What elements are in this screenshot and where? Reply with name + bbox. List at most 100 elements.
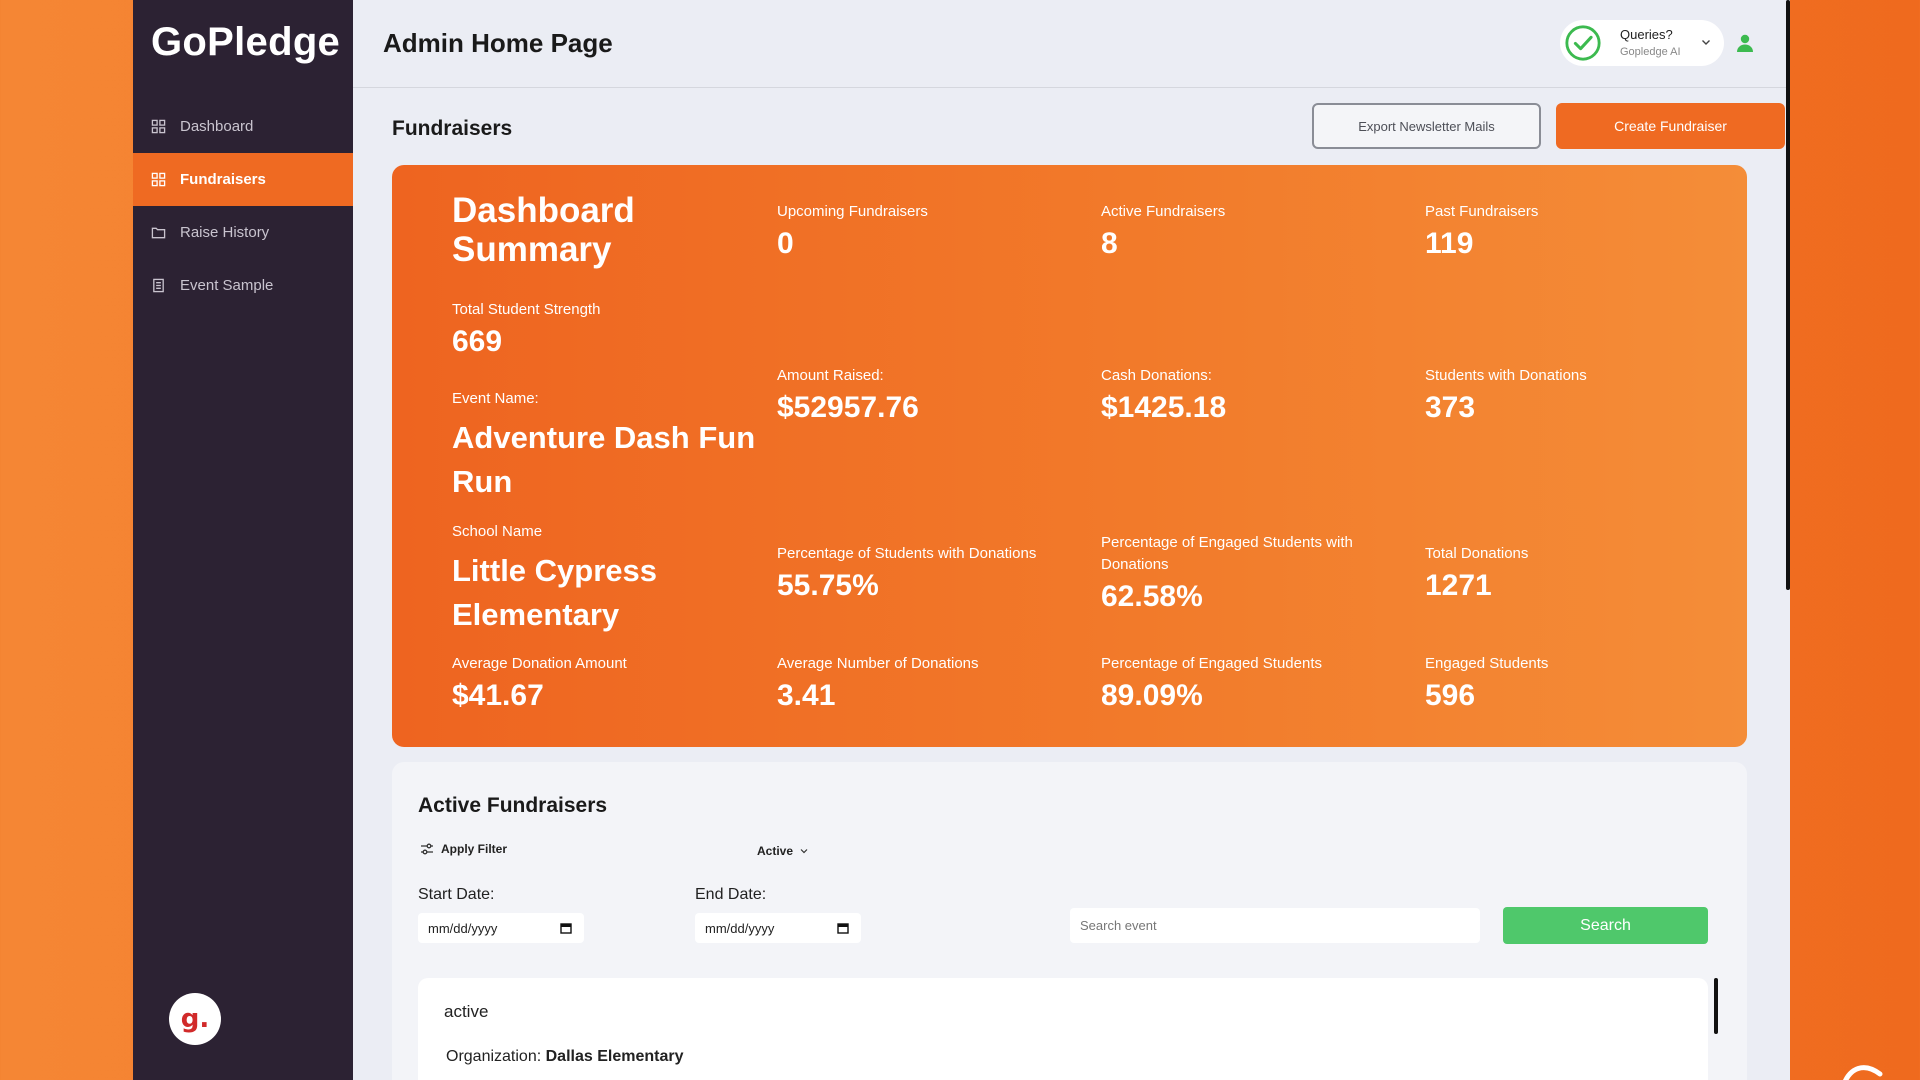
sidebar-item-label: Event Sample: [180, 277, 274, 294]
metric-avg-number-donations: Average Number of Donations 3.41: [777, 653, 979, 713]
sidebar-item-label: Raise History: [180, 224, 270, 241]
metric-label: Students with Donations: [1425, 367, 1587, 384]
metric-label: Percentage of Engaged Students with: [1101, 534, 1353, 551]
sidebar-item-raise-history[interactable]: Raise History: [133, 206, 353, 259]
queries-title: Queries?: [1620, 27, 1673, 43]
metric-avg-donation-amount: Average Donation Amount $41.67: [452, 653, 627, 713]
metric-school-name: School Name Little Cypress Elementary: [452, 521, 657, 637]
metric-cash-donations: Cash Donations: $1425.18: [1101, 365, 1226, 425]
dashboard-summary-card: Dashboard Summary Upcoming Fundraisers 0…: [392, 165, 1747, 747]
metric-value: $1425.18: [1101, 391, 1227, 424]
metric-pct-engaged: Percentage of Engaged Students 89.09%: [1101, 653, 1322, 713]
chevron-down-icon: [1702, 40, 1710, 45]
metric-value: 1271: [1425, 569, 1492, 602]
school-name-line: Elementary: [452, 597, 620, 632]
metric-label: Upcoming Fundraisers: [777, 203, 928, 220]
user-icon[interactable]: [1735, 33, 1755, 53]
metric-label: Cash Donations:: [1101, 367, 1212, 384]
metric-value: $52957.76: [777, 391, 919, 424]
sidebar-item-dashboard[interactable]: Dashboard: [133, 100, 353, 153]
page-title: Admin Home Page: [383, 28, 613, 58]
sidebar-item-label: Fundraisers: [180, 171, 266, 188]
metric-value: 669: [452, 325, 503, 358]
metric-value: 8: [1101, 227, 1118, 260]
grid-icon: [151, 172, 166, 187]
metric-event-name: Event Name: Adventure Dash Fun Run: [452, 388, 755, 504]
brand-logo: GoPledge: [151, 20, 341, 64]
create-fundraiser-button[interactable]: Create Fundraiser: [1556, 103, 1785, 149]
status-select-value: Active: [757, 844, 794, 858]
apply-filter-button[interactable]: Apply Filter: [420, 842, 507, 856]
metric-label: Active Fundraisers: [1101, 203, 1226, 220]
fundraisers-header: Fundraisers Export Newsletter Mails Crea…: [392, 103, 1785, 149]
event-name-line: Run: [452, 464, 513, 499]
metric-label: School Name: [452, 523, 543, 540]
sidebar: GoPledge Dashboard Fundraisers Raise His…: [133, 0, 353, 1080]
search-placeholder: Search event: [1080, 918, 1157, 933]
metric-value: 89.09%: [1101, 679, 1203, 712]
metric-value: 55.75%: [777, 569, 879, 602]
gopledge-avatar-badge[interactable]: g.: [169, 993, 221, 1045]
metric-active: Active Fundraisers 8: [1101, 201, 1225, 261]
chevron-down-icon: [800, 849, 808, 854]
top-header: Admin Home Page Queries? Gopledge AI: [353, 0, 1790, 88]
start-date-label: Start Date:: [418, 886, 495, 903]
queries-widget[interactable]: Queries? Gopledge AI: [1560, 20, 1724, 66]
sidebar-item-fundraisers[interactable]: Fundraisers: [133, 153, 353, 206]
active-fundraisers-panel: Active Fundraisers Apply Filter Active S…: [392, 762, 1747, 1080]
search-event-input[interactable]: Search event: [1070, 908, 1480, 943]
section-title: Fundraisers: [392, 117, 513, 140]
metric-value: Adventure Dash Fun Run: [452, 416, 755, 504]
metric-label: Percentage of Students with Donations: [777, 545, 1037, 562]
metric-value: 119: [1425, 227, 1474, 260]
metric-value: 373: [1425, 391, 1476, 424]
metric-label: Total Student Strength: [452, 301, 601, 318]
summary-title-line: Dashboard: [452, 191, 635, 230]
metric-value: 596: [1425, 679, 1476, 712]
calendar-icon[interactable]: [560, 922, 572, 934]
metric-upcoming: Upcoming Fundraisers 0: [777, 201, 928, 261]
metric-label: Average Donation Amount: [452, 655, 627, 672]
metric-label: Past Fundraisers: [1425, 203, 1539, 220]
app-window: GoPledge Dashboard Fundraisers Raise His…: [133, 0, 1790, 1080]
calendar-icon[interactable]: [837, 922, 849, 934]
event-name-line: Adventure Dash Fun: [452, 420, 756, 455]
date-placeholder: mm/dd/yyyy: [428, 920, 498, 936]
page-scrollbar[interactable]: [1786, 0, 1790, 590]
main-content: Admin Home Page Queries? Gopledge AI Fun…: [353, 0, 1790, 1080]
fundraiser-organization: Organization: Dallas Elementary: [446, 1048, 683, 1066]
export-newsletter-button[interactable]: Export Newsletter Mails: [1312, 103, 1541, 149]
metric-label: Event Name:: [452, 390, 539, 407]
end-date-input[interactable]: mm/dd/yyyy: [695, 913, 861, 943]
fundraiser-status: active: [444, 1002, 489, 1021]
metric-engaged-students: Engaged Students 596: [1425, 653, 1548, 713]
grid-icon: [151, 119, 166, 134]
sidebar-item-label: Dashboard: [180, 118, 254, 135]
document-icon: [151, 278, 166, 293]
metric-label: Total Donations: [1425, 545, 1529, 562]
folder-icon: [151, 225, 166, 240]
end-date-label: End Date:: [695, 886, 767, 903]
school-name-line: Little Cypress: [452, 553, 658, 588]
start-date-input[interactable]: mm/dd/yyyy: [418, 913, 584, 943]
metric-label: Donations: [1101, 556, 1169, 573]
summary-title-line: Summary: [452, 230, 612, 269]
sidebar-item-event-sample[interactable]: Event Sample: [133, 259, 353, 312]
search-button[interactable]: Search: [1503, 907, 1708, 944]
list-scrollbar[interactable]: [1714, 978, 1718, 1034]
metric-label: Average Number of Donations: [777, 655, 979, 672]
status-select[interactable]: Active: [757, 844, 809, 858]
metric-value: $41.67: [452, 679, 544, 712]
metric-pct-engaged-with-donations: Percentage of Engaged Students with Dona…: [1101, 532, 1353, 614]
metric-value: 3.41: [777, 679, 836, 712]
metric-pct-students-donations: Percentage of Students with Donations 55…: [777, 543, 1036, 603]
organization-label: Organization:: [446, 1048, 542, 1065]
queries-subtitle: Gopledge AI: [1620, 45, 1681, 58]
metric-value: 0: [777, 227, 794, 260]
active-fundraisers-title: Active Fundraisers: [418, 794, 608, 817]
metric-label: Amount Raised:: [777, 367, 884, 384]
metric-students-with-donations: Students with Donations 373: [1425, 365, 1587, 425]
metric-past: Past Fundraisers 119: [1425, 201, 1538, 261]
fundraiser-list-item[interactable]: active Organization: Dallas Elementary: [418, 978, 1708, 1080]
filter-icon: [421, 843, 433, 855]
